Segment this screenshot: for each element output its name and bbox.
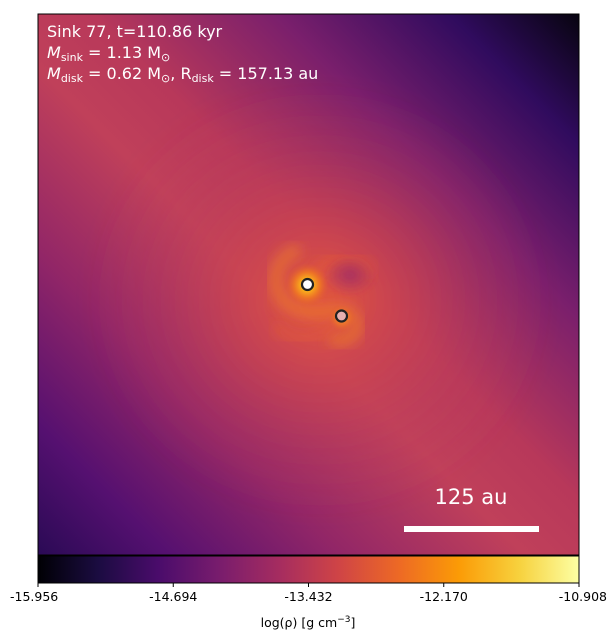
colorbar-tick-label: -14.694: [149, 589, 197, 604]
colorbar-label: log(ρ) [g cm−3]: [261, 615, 356, 630]
colorbar-tick-label: -13.432: [284, 589, 332, 604]
disk-properties-label: Mdisk = 0.62 M⊙, Rdisk = 157.13 au: [47, 64, 318, 85]
colorbar-tick-label: -10.908: [559, 589, 607, 604]
colorbar-tick-label: -12.170: [420, 589, 468, 604]
sink-mass-label: Msink = 1.13 M⊙: [47, 43, 170, 64]
sink-time-label: Sink 77, t=110.86 kyr: [47, 22, 223, 41]
colorbar: [37, 555, 580, 584]
density-map: [38, 14, 579, 555]
scale-bar: [404, 526, 539, 532]
scale-bar-label: 125 au: [435, 485, 508, 509]
colorbar-ticks: -15.956 -14.694 -13.432 -12.170 -10.908: [10, 583, 607, 604]
primary-sink-marker: [300, 277, 315, 292]
panel-frame: [37, 13, 580, 556]
secondary-sink-marker: [334, 309, 349, 323]
colorbar-tick-label: -15.956: [10, 589, 58, 604]
